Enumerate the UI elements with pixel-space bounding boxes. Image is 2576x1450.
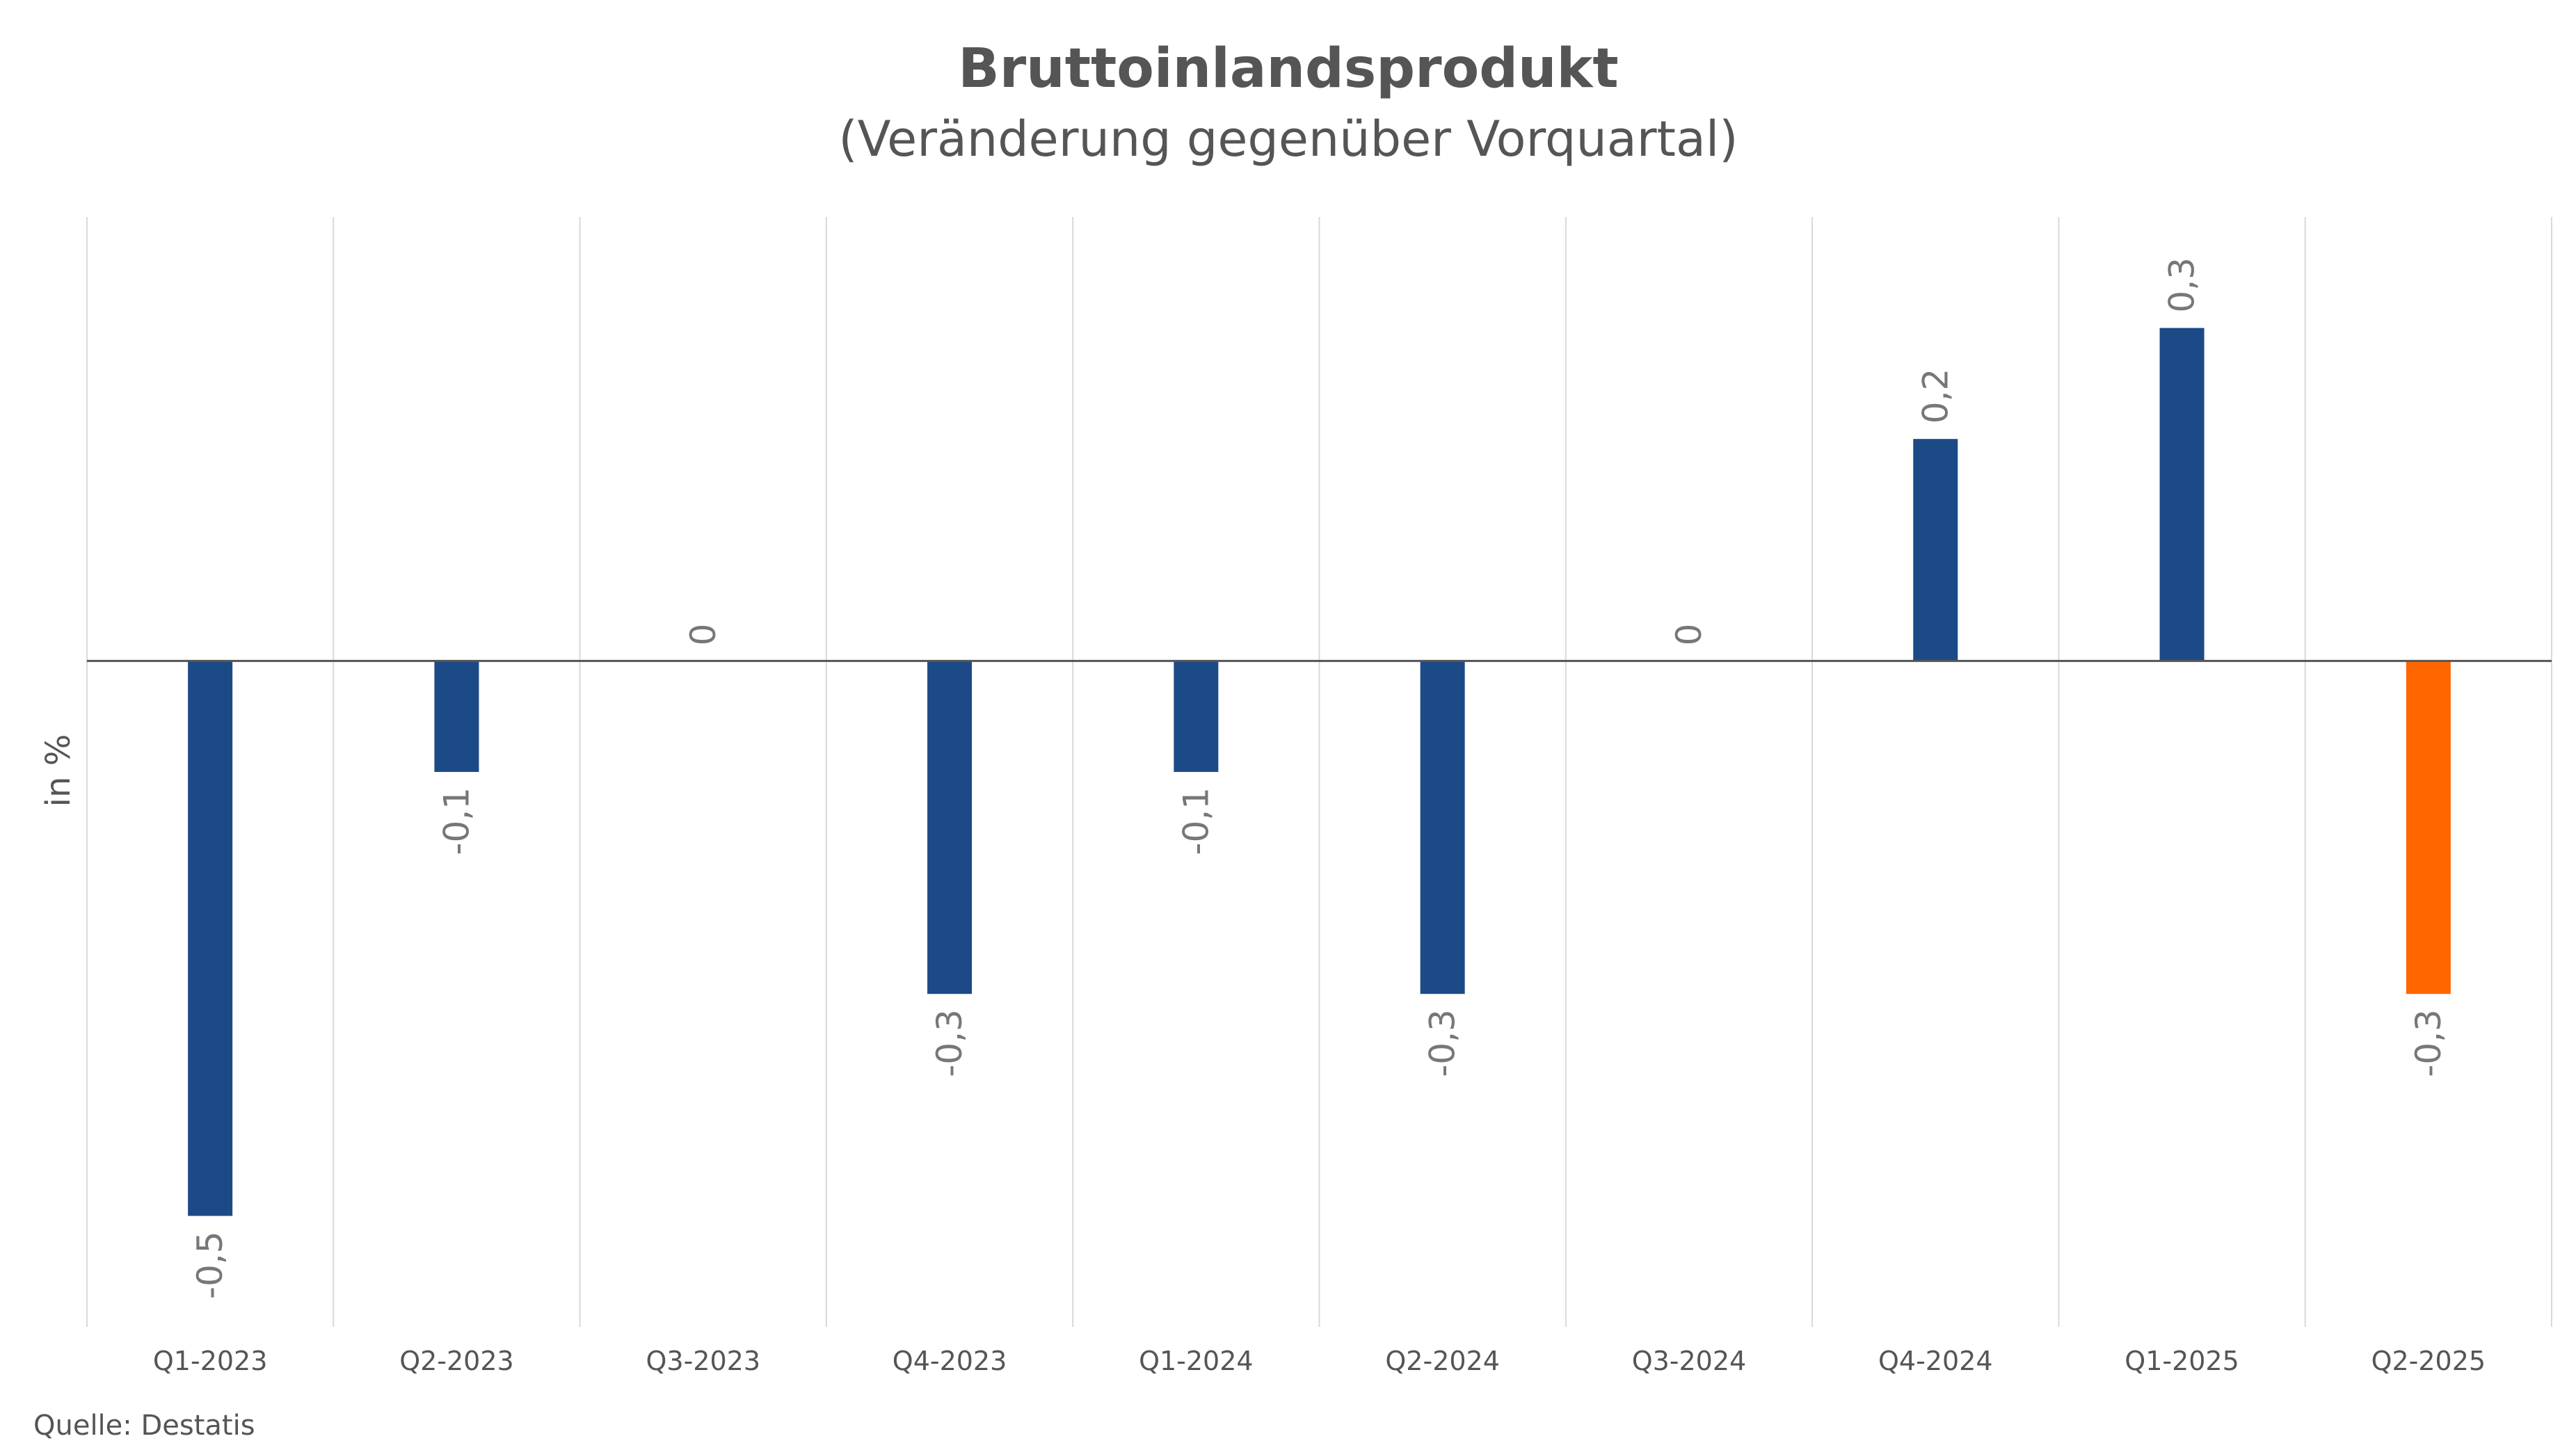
y-axis-label: in % bbox=[39, 734, 78, 807]
source-note: Quelle: Destatis bbox=[33, 1410, 255, 1442]
data-label-q1-2024: -0,1 bbox=[1176, 787, 1216, 855]
x-tick-q1-2025: Q1-2025 bbox=[2125, 1346, 2239, 1376]
x-tick-q2-2025: Q2-2025 bbox=[2371, 1346, 2486, 1376]
data-label-q4-2023: -0,3 bbox=[929, 1009, 970, 1077]
bar-q2-2024 bbox=[1420, 661, 1465, 994]
data-label-q3-2024: 0 bbox=[1669, 624, 1709, 646]
x-tick-q4-2023: Q4-2023 bbox=[893, 1346, 1007, 1376]
data-label-q2-2025: -0,3 bbox=[2408, 1009, 2449, 1077]
data-label-q2-2023: -0,1 bbox=[436, 787, 477, 855]
x-tick-q3-2024: Q3-2024 bbox=[1632, 1346, 1747, 1376]
data-label-q1-2023: -0,5 bbox=[190, 1231, 230, 1299]
bars bbox=[188, 328, 2451, 1216]
data-label-q1-2025: 0,3 bbox=[2162, 257, 2202, 313]
data-label-q3-2023: 0 bbox=[683, 624, 723, 646]
x-tick-q1-2023: Q1-2023 bbox=[153, 1346, 268, 1376]
bar-q1-2025 bbox=[2159, 328, 2205, 661]
grid-lines bbox=[86, 217, 2552, 1327]
data-label-q2-2024: -0,3 bbox=[1423, 1009, 1463, 1077]
bar-q4-2023 bbox=[927, 661, 973, 994]
x-tick-q4-2024: Q4-2024 bbox=[1878, 1346, 1993, 1376]
bar-q2-2025 bbox=[2406, 661, 2451, 994]
bar-q4-2024 bbox=[1913, 439, 1958, 661]
data-labels: -0,5 -0,1 0 -0,3 -0,1 -0,3 0 0,2 0,3 -0,3 bbox=[190, 257, 2449, 1299]
x-tick-labels: Q1-2023 Q2-2023 Q3-2023 Q4-2023 Q1-2024 Q2-20… bbox=[153, 1346, 2486, 1376]
bar-q2-2023 bbox=[434, 661, 479, 772]
x-tick-q2-2024: Q2-2024 bbox=[1385, 1346, 1500, 1376]
data-label-q4-2024: 0,2 bbox=[1915, 369, 1955, 424]
bar-q1-2024 bbox=[1174, 661, 1219, 772]
x-tick-q2-2023: Q2-2023 bbox=[399, 1346, 514, 1376]
x-tick-q3-2023: Q3-2023 bbox=[646, 1346, 760, 1376]
x-tick-q1-2024: Q1-2024 bbox=[1139, 1346, 1254, 1376]
bar-q1-2023 bbox=[188, 661, 233, 1216]
chart-title: Bruttoinlandsprodukt bbox=[958, 38, 1618, 100]
chart-subtitle: (Veränderung gegenüber Vorquartal) bbox=[838, 111, 1738, 168]
